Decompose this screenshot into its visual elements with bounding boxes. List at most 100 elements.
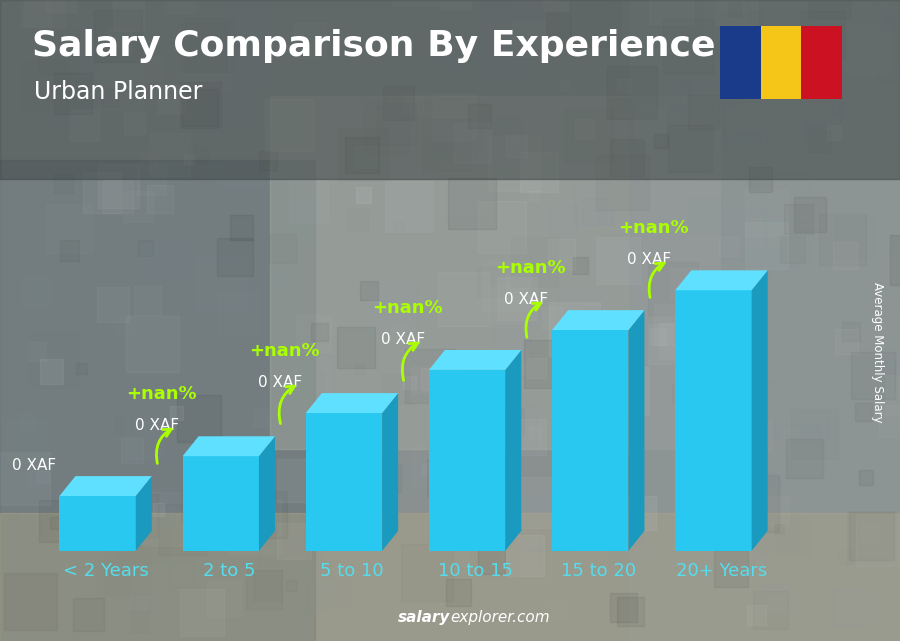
Bar	[494, 325, 531, 365]
Bar	[429, 370, 505, 551]
Bar	[180, 589, 224, 637]
Bar	[499, 529, 538, 571]
Text: 0 XAF: 0 XAF	[504, 292, 548, 307]
Bar	[834, 329, 858, 354]
Bar	[50, 517, 61, 529]
Bar	[220, 135, 268, 186]
Bar	[568, 501, 592, 527]
Bar	[675, 290, 752, 551]
Bar	[153, 503, 165, 516]
Bar	[142, 492, 193, 546]
Bar	[708, 377, 757, 429]
Bar	[703, 0, 744, 39]
Polygon shape	[552, 310, 644, 330]
Bar	[802, 34, 834, 69]
Bar	[564, 110, 614, 162]
Bar	[140, 244, 191, 298]
Bar	[605, 367, 650, 415]
Bar	[214, 68, 238, 94]
Bar	[454, 124, 491, 163]
Bar	[482, 260, 530, 312]
Bar	[299, 513, 318, 533]
Bar	[477, 267, 505, 297]
Bar	[339, 128, 389, 180]
Bar	[596, 237, 640, 284]
Bar	[1, 315, 44, 362]
Bar	[60, 240, 79, 261]
Bar	[846, 25, 890, 72]
Bar	[721, 213, 765, 260]
Bar	[838, 549, 852, 564]
Bar	[464, 429, 476, 440]
Bar	[140, 151, 158, 170]
Bar	[259, 151, 277, 170]
Text: +nan%: +nan%	[495, 259, 566, 277]
Bar	[558, 288, 601, 335]
Bar	[35, 168, 69, 205]
Bar	[135, 594, 150, 611]
Bar	[266, 99, 314, 151]
Bar	[775, 517, 811, 556]
Bar	[527, 311, 541, 325]
Bar	[364, 107, 408, 154]
Bar	[716, 0, 757, 25]
Bar	[885, 348, 900, 377]
Bar	[253, 570, 283, 601]
Bar	[18, 413, 36, 431]
Bar	[767, 222, 809, 267]
Bar	[355, 364, 364, 374]
Bar	[89, 47, 139, 100]
Bar	[446, 579, 471, 606]
Bar	[158, 85, 184, 113]
Bar	[706, 328, 736, 360]
Bar	[375, 465, 401, 492]
Bar	[808, 129, 830, 152]
Bar	[420, 369, 441, 390]
Bar	[46, 0, 76, 12]
Bar	[40, 499, 79, 542]
Bar	[139, 240, 153, 256]
Bar	[597, 154, 649, 210]
Text: Urban Planner: Urban Planner	[34, 80, 202, 104]
Bar	[775, 524, 784, 533]
Bar	[610, 529, 642, 563]
Bar	[608, 66, 657, 119]
Bar	[296, 315, 331, 352]
Text: 10 to 15: 10 to 15	[437, 562, 513, 580]
Bar	[445, 0, 471, 19]
Bar	[890, 235, 900, 285]
Bar	[659, 322, 693, 359]
Bar	[497, 278, 536, 320]
Bar	[596, 387, 608, 401]
Bar	[744, 222, 788, 269]
Bar	[182, 23, 227, 72]
Bar	[866, 15, 900, 58]
Bar	[73, 598, 104, 631]
Bar	[552, 330, 628, 551]
Bar	[232, 40, 274, 85]
Bar	[250, 493, 267, 512]
Bar	[521, 494, 573, 551]
Bar	[791, 409, 838, 459]
Bar	[60, 501, 70, 512]
Bar	[123, 191, 153, 222]
Bar	[635, 395, 685, 447]
Bar	[59, 496, 136, 551]
Bar	[274, 272, 287, 287]
Bar	[53, 465, 89, 503]
Bar	[220, 2, 270, 56]
Bar	[306, 413, 382, 551]
Bar	[648, 262, 698, 315]
Bar	[851, 352, 895, 399]
Bar	[472, 519, 489, 536]
Bar	[24, 0, 66, 26]
Bar	[8, 509, 19, 520]
Polygon shape	[628, 310, 644, 551]
Bar	[784, 204, 813, 235]
Bar	[21, 0, 51, 26]
Bar	[441, 0, 471, 9]
Bar	[728, 3, 741, 17]
Bar	[207, 581, 241, 617]
Bar	[96, 287, 129, 322]
Bar	[832, 589, 867, 625]
